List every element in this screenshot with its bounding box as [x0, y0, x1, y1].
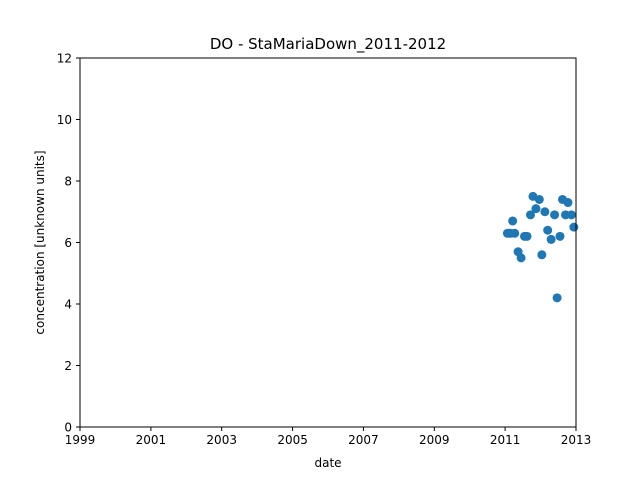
- x-tick-label: 2001: [136, 433, 167, 447]
- y-tick-label: 0: [64, 421, 72, 435]
- y-tick-label: 4: [64, 298, 72, 312]
- x-tick-label: 2013: [561, 433, 592, 447]
- x-tick-label: 2009: [419, 433, 450, 447]
- y-tick-label: 2: [64, 359, 72, 373]
- x-axis-ticks: 1999 2001 2003 2005 2007 2009 2011 2013: [65, 427, 592, 447]
- data-point: [537, 250, 547, 260]
- data-point: [516, 253, 526, 263]
- y-axis-ticks: 0 2 4 6 8 10 12: [57, 52, 80, 435]
- x-tick-label: 2011: [490, 433, 521, 447]
- data-point: [569, 222, 579, 232]
- data-point: [531, 204, 541, 214]
- data-point: [563, 198, 573, 208]
- data-points: [502, 191, 579, 303]
- x-tick-label: 1999: [65, 433, 96, 447]
- data-point: [546, 234, 556, 244]
- data-point: [566, 210, 576, 220]
- data-point: [550, 210, 560, 220]
- x-tick-label: 2005: [277, 433, 308, 447]
- data-point: [543, 225, 553, 235]
- data-point: [540, 207, 550, 217]
- data-point: [552, 293, 562, 303]
- x-tick-label: 2007: [348, 433, 379, 447]
- chart-title: DO - StaMariaDown_2011-2012: [210, 35, 446, 54]
- y-tick-label: 10: [57, 113, 72, 127]
- y-tick-label: 6: [64, 236, 72, 250]
- data-point: [555, 231, 565, 241]
- y-tick-label: 12: [57, 52, 72, 66]
- data-point: [526, 210, 536, 220]
- x-axis-label: date: [314, 456, 341, 470]
- y-axis-label: concentration [unknown units]: [33, 150, 47, 334]
- data-point: [508, 216, 518, 226]
- data-point: [510, 228, 520, 238]
- plot-area-frame: [79, 57, 577, 428]
- y-tick-label: 8: [64, 175, 72, 189]
- x-tick-label: 2003: [206, 433, 237, 447]
- data-point: [534, 194, 544, 204]
- data-point: [522, 231, 532, 241]
